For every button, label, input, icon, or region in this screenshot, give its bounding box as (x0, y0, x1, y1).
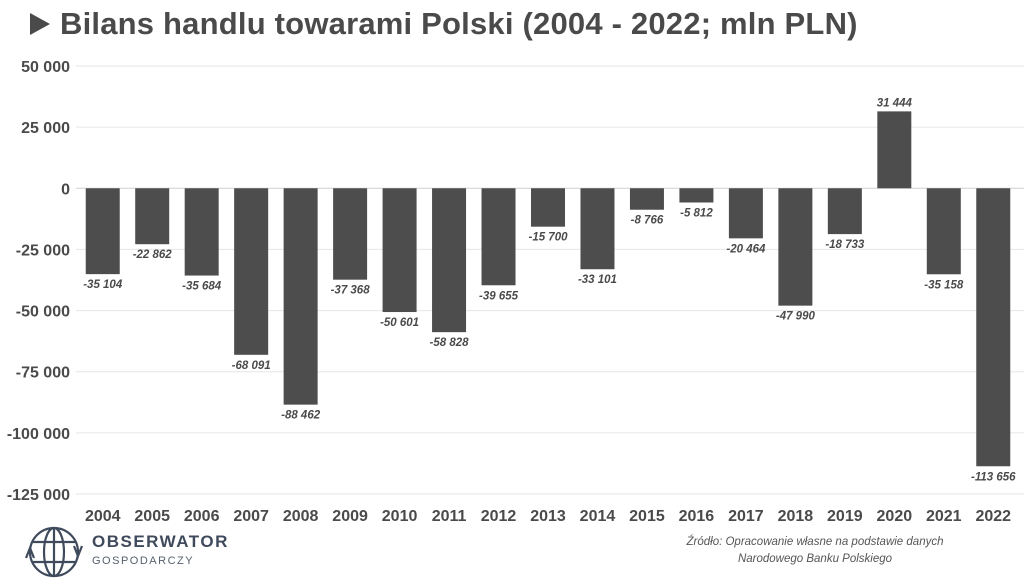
y-tick-label: -100 000 (7, 426, 70, 443)
x-tick-label: 2010 (382, 508, 418, 525)
bar-2007 (234, 188, 269, 355)
bar-2009 (333, 188, 368, 280)
bar-2021 (926, 188, 961, 275)
chart-title: Bilans handlu towarami Polski (2004 - 20… (30, 6, 858, 42)
bar-2014 (580, 188, 615, 270)
x-tick-label: 2007 (233, 508, 269, 525)
data-label: -20 464 (726, 243, 766, 255)
x-tick-label: 2022 (975, 508, 1011, 525)
data-label: -5 812 (680, 208, 713, 220)
bar-2012 (481, 188, 516, 286)
bar-2016 (679, 188, 714, 203)
x-tick-label: 2006 (184, 508, 220, 525)
data-label: -8 766 (631, 215, 664, 227)
x-tick-label: 2009 (332, 508, 368, 525)
y-tick-label: -75 000 (16, 365, 70, 382)
data-label: 31 444 (877, 97, 913, 109)
source-line-1: Źródło: Opracowanie własne na podstawie … (686, 536, 944, 548)
data-label: -88 462 (281, 410, 321, 422)
x-tick-label: 2008 (283, 508, 319, 525)
data-label: -37 368 (331, 285, 371, 297)
bar-2019 (827, 188, 862, 235)
source-line-2: Narodowego Banku Polskiego (737, 553, 893, 565)
bar-2006 (184, 188, 219, 276)
logo-subtitle: GOSPODARCZY (92, 555, 195, 567)
bar-chart: 50 000 25 000 0 -25 000 -50 000 -75 000 -100 0… (7, 59, 1024, 525)
x-tick-label: 2015 (629, 508, 665, 525)
data-label: -35 684 (182, 281, 222, 293)
x-tick-label: 2016 (679, 508, 715, 525)
data-label: -68 091 (232, 360, 271, 372)
x-tick-label: 2021 (926, 508, 962, 525)
bar-2010 (382, 188, 417, 313)
x-tick-label: 2017 (728, 508, 764, 525)
data-label: -35 158 (924, 279, 964, 291)
x-tick-label: 2013 (530, 508, 566, 525)
x-tick-label: 2014 (580, 508, 616, 525)
data-label: -15 700 (528, 232, 568, 244)
y-tick-label: 50 000 (21, 59, 70, 76)
data-label: -22 862 (133, 249, 173, 261)
x-tick-label: 2004 (85, 508, 121, 525)
data-label: -18 733 (825, 239, 865, 251)
bar-2018 (778, 188, 813, 306)
data-label: -35 104 (83, 279, 123, 291)
bar-2013 (531, 188, 565, 227)
chart-title-text: Bilans handlu towarami Polski (2004 - 20… (60, 6, 858, 41)
bar-2011 (432, 188, 467, 333)
x-tick-label: 2019 (827, 508, 863, 525)
x-tick-label: 2005 (134, 508, 170, 525)
bar-2020 (877, 111, 912, 189)
bar-2022 (976, 188, 1011, 467)
y-tick-label: -25 000 (16, 242, 70, 259)
bar-2017 (728, 188, 763, 239)
data-label: -39 655 (479, 290, 519, 302)
x-tick-label: 2018 (778, 508, 814, 525)
y-tick-label: 25 000 (21, 120, 70, 137)
data-label: -47 990 (776, 311, 816, 323)
globe-logo-icon (24, 526, 84, 578)
data-label: -33 101 (578, 274, 617, 286)
y-tick-label: -125 000 (7, 487, 70, 504)
bar-2004 (85, 188, 120, 275)
y-tick-label: 0 (61, 181, 70, 198)
triangle-icon (30, 13, 50, 35)
x-tick-label: 2020 (877, 508, 913, 525)
bar-2015 (629, 188, 664, 210)
data-label: -113 656 (971, 471, 1016, 483)
source-note: Źródło: Opracowanie własne na podstawie … (650, 534, 980, 568)
x-tick-label: 2012 (481, 508, 517, 525)
data-label: -50 601 (380, 317, 419, 329)
logo-name: OBSERWATOR (92, 532, 229, 551)
y-tick-label: -50 000 (16, 304, 70, 321)
x-tick-label: 2011 (432, 508, 467, 525)
data-label: -58 828 (430, 337, 470, 349)
bar-2008 (283, 188, 318, 405)
bar-2005 (135, 188, 170, 245)
